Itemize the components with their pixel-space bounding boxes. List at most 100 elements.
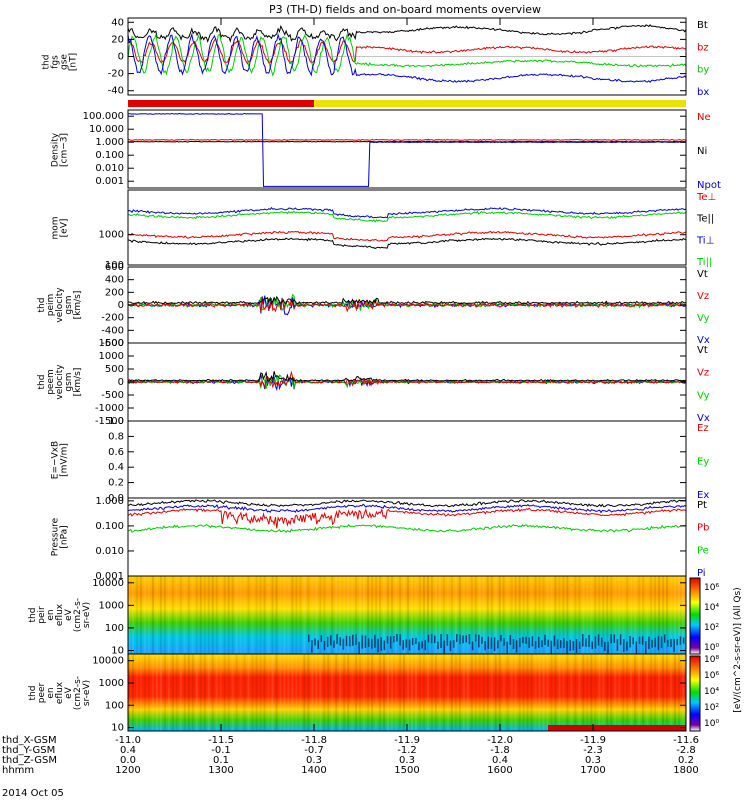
spectrogram-noise: [418, 641, 420, 651]
spectrogram-noise: [358, 641, 360, 654]
spectrogram-streak: [570, 576, 573, 654]
spectrogram-streak: [446, 654, 449, 731]
spectrogram-noise: [582, 634, 584, 647]
panel-plot-area: [128, 370, 686, 392]
spectrogram-streak: [387, 576, 390, 654]
spectrogram-noise: [471, 641, 474, 651]
spectrogram-streak: [638, 654, 641, 731]
panel-2: Density [cm−3] 100.000 10.000 1.000 0.100 0.01…: [51, 109, 721, 191]
spectrogram-streak: [626, 576, 629, 654]
spectrogram-streak: [211, 654, 214, 731]
x-tick-label: -11.9: [394, 735, 420, 746]
spectrogram-streak: [562, 654, 565, 731]
y-tick-label: 0.6: [108, 447, 124, 458]
spectrogram-streak: [506, 654, 509, 731]
spectrogram-streak: [371, 576, 374, 654]
spectrogram-streak: [147, 654, 150, 731]
y-tick-label: 100: [105, 700, 124, 711]
spectrogram-streak: [630, 576, 633, 654]
spectrogram-streak: [251, 576, 254, 654]
spectrogram-streak: [586, 654, 589, 731]
spectrogram-streak: [139, 654, 142, 731]
spectrogram-streak: [654, 576, 657, 654]
spectrogram-streak: [642, 576, 645, 654]
x-tick-label: 0.1: [213, 755, 229, 766]
spectrogram-streak: [530, 576, 533, 654]
y-axis-label-line: peir: [37, 606, 47, 624]
spectrogram-streak: [538, 654, 541, 731]
spectrogram-streak: [219, 576, 222, 654]
spectrogram-streak: [558, 654, 561, 731]
spectrogram-noise: [594, 636, 597, 649]
legend-pe: Pe: [697, 545, 709, 556]
y-tick-label: 0.001: [95, 571, 124, 582]
spectrogram-streak: [407, 576, 409, 654]
spectrogram-noise: [560, 640, 562, 649]
y-tick-label: 10.000: [89, 124, 124, 135]
x-tick-label: 1800: [673, 765, 698, 776]
x-tick-label: -2.3: [583, 745, 603, 756]
series-line-by: [128, 33, 686, 77]
x-row-label: hhmm: [2, 765, 34, 776]
spectrogram-streak: [514, 654, 517, 731]
spectrogram-noise: [585, 638, 587, 647]
spectrogram-noise: [437, 641, 439, 650]
spectrogram-noise: [641, 636, 644, 645]
spectrogram-streak: [590, 654, 593, 731]
colorbar-tick: 10⁰: [704, 643, 719, 653]
spectrogram-streak: [203, 654, 206, 731]
spectrogram-band: [548, 725, 686, 731]
y-tick-label: -1000: [95, 403, 124, 414]
spectrogram-streak: [323, 576, 326, 654]
spectrogram-streak: [482, 576, 485, 654]
spectrogram-streak: [331, 576, 334, 654]
spectrogram-streak: [347, 576, 350, 654]
spectrogram-noise: [452, 640, 455, 648]
spectrogram-streak: [403, 576, 406, 654]
spectrogram-streak: [183, 576, 186, 654]
status-bar-segment: [128, 100, 314, 107]
spectrogram-streak: [534, 576, 537, 654]
spectrogram-streak: [175, 654, 178, 731]
series-line-green: [128, 210, 686, 223]
spectrogram-streak: [187, 576, 190, 654]
y-axis-label-line: Density: [51, 132, 61, 167]
y-tick-label: 40: [111, 17, 124, 28]
y-tick-label: 100.000: [83, 111, 124, 122]
y-axis-label-line: gsm: [64, 372, 74, 391]
spectrogram-noise: [550, 640, 553, 654]
series-line-npot: [128, 112, 686, 187]
spectrogram-streak: [602, 576, 605, 654]
spectrogram-streak: [634, 576, 637, 654]
x-axis: thd_X-GSM -11.0 -11.5 -11.8 -11.9 -12.0 -11.9-…: [2, 18, 699, 776]
panel-plot-area: [128, 499, 686, 533]
colorbar-upper: 10⁶ 10⁴ 10² 10⁰: [689, 577, 719, 655]
spectrogram-streak: [414, 654, 417, 731]
spectrogram-streak: [371, 654, 374, 731]
y-axis-label-line: peer: [37, 682, 47, 703]
spectrogram-streak: [303, 576, 306, 654]
spectrogram-streak: [199, 576, 202, 654]
spectrogram-streak: [666, 654, 669, 731]
x-row-label: thd_Y-GSM: [2, 745, 55, 756]
y-tick-label: -400: [101, 325, 124, 336]
spectrogram-streak: [359, 576, 362, 654]
spectrogram-streak: [307, 654, 310, 731]
spectrogram-noise: [613, 634, 616, 643]
colorbar-tick: 10⁴: [704, 687, 719, 697]
spectrogram-streak: [466, 654, 469, 731]
spectrogram-streak: [239, 576, 242, 654]
panel-plot-area: [128, 654, 686, 731]
y-tick-label: 10: [111, 723, 124, 734]
spectrogram-streak: [159, 576, 162, 654]
spectrogram-streak: [650, 654, 653, 731]
spectrogram-noise: [434, 635, 436, 644]
y-axis-label-line: thd: [37, 298, 47, 313]
y-tick-label: 600: [105, 262, 124, 273]
spectrogram-streak: [658, 654, 661, 731]
spectrogram-streak: [454, 576, 457, 654]
y-axis-label-line: [cm−3]: [60, 133, 70, 167]
spectrogram-streak: [331, 654, 334, 731]
panel-9: thd peer en eflux eV (cm2-s-sr-eV) 10000 1000 10…: [28, 653, 687, 734]
